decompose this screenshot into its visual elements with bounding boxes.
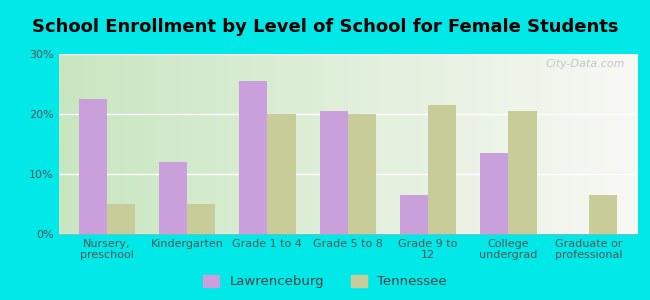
Bar (79, 99, 107, 234)
Bar (480, 153, 508, 234)
Bar (107, 204, 135, 234)
Bar (348, 114, 376, 234)
Bar (159, 162, 187, 234)
Bar (508, 111, 536, 234)
Bar (428, 105, 456, 234)
Text: City-Data.com: City-Data.com (546, 59, 625, 69)
Bar (267, 114, 296, 234)
Bar (239, 81, 267, 234)
Bar (187, 204, 215, 234)
Bar (589, 195, 617, 234)
Legend: Lawrenceburg, Tennessee: Lawrenceburg, Tennessee (198, 269, 452, 293)
Bar (320, 111, 348, 234)
Text: School Enrollment by Level of School for Female Students: School Enrollment by Level of School for… (32, 18, 618, 36)
Bar (400, 195, 428, 234)
